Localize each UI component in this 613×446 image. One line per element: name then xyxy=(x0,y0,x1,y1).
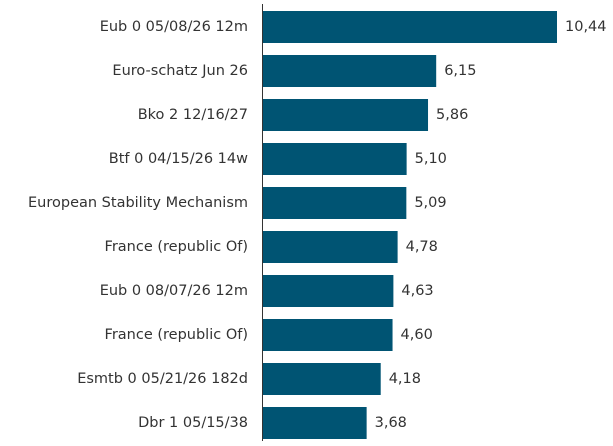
value-label: 4,18 xyxy=(389,371,421,387)
category-label: Btf 0 04/15/26 14w xyxy=(109,151,248,167)
bar xyxy=(263,55,437,87)
bar xyxy=(263,11,557,43)
value-label: 5,09 xyxy=(414,195,446,211)
bar xyxy=(263,143,407,175)
category-label: European Stability Mechanism xyxy=(28,195,248,211)
value-label: 4,60 xyxy=(401,327,433,343)
category-label: France (republic Of) xyxy=(105,327,248,343)
value-label: 5,10 xyxy=(415,151,447,167)
category-label: Eub 0 05/08/26 12m xyxy=(100,19,248,35)
bar xyxy=(263,363,381,395)
value-label: 4,63 xyxy=(401,283,433,299)
bar xyxy=(263,231,398,263)
bar xyxy=(263,187,407,219)
value-label: 3,68 xyxy=(375,415,407,431)
bar xyxy=(263,275,394,307)
category-label: France (republic Of) xyxy=(105,239,248,255)
value-label: 5,86 xyxy=(436,107,468,123)
category-label: Eub 0 08/07/26 12m xyxy=(100,283,248,299)
bar xyxy=(263,99,429,131)
value-label: 6,15 xyxy=(444,63,476,79)
value-label: 10,44 xyxy=(565,19,607,35)
category-label: Euro-schatz Jun 26 xyxy=(112,63,248,79)
bar xyxy=(263,319,393,351)
value-label: 4,78 xyxy=(406,239,438,255)
category-label: Bko 2 12/16/27 xyxy=(138,107,248,123)
category-label: Dbr 1 05/15/38 xyxy=(138,415,248,431)
bar xyxy=(263,407,367,439)
category-label: Esmtb 0 05/21/26 182d xyxy=(77,371,248,387)
